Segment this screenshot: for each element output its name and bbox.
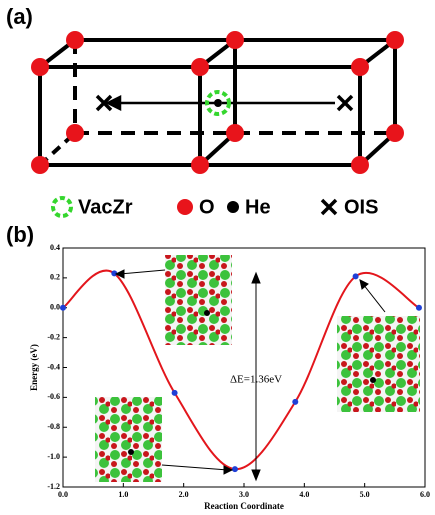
legend: VacZr O He OIS — [53, 196, 378, 218]
y-tick-label: -0.8 — [47, 422, 60, 431]
legend-label: OIS — [344, 196, 378, 218]
energy-point — [172, 390, 178, 396]
x-axis-label: Reaction Coordinate — [204, 501, 284, 511]
y-tick-label: -1.0 — [47, 452, 60, 461]
figure: (a) VacZr O He — [0, 0, 435, 515]
x-tick-label: 4.0 — [299, 490, 309, 499]
energy-point — [60, 305, 66, 311]
y-axis-label: Energy (eV) — [29, 344, 39, 391]
y-tick-label: 0.0 — [50, 303, 60, 312]
structure-insets — [95, 255, 420, 482]
migration-path — [97, 92, 352, 114]
y-tick-label: -0.6 — [47, 392, 60, 401]
energy-point — [232, 466, 238, 472]
panel-label: (b) — [6, 222, 34, 247]
legend-label: VacZr — [78, 196, 133, 218]
x-tick-label: 6.0 — [420, 490, 430, 499]
x-tick-label: 2.0 — [179, 490, 189, 499]
x-tick-label: 5.0 — [360, 490, 370, 499]
x-tick-label: 3.0 — [239, 490, 249, 499]
panel-label: (a) — [6, 4, 33, 29]
energy-point — [292, 399, 298, 405]
legend-label: O — [199, 196, 215, 218]
legend-label: He — [245, 196, 271, 218]
y-tick-label: -0.2 — [47, 332, 60, 341]
y-tick-label: -0.4 — [47, 362, 60, 371]
energy-point — [353, 273, 359, 279]
energy-point — [416, 305, 422, 311]
x-tick-label: 1.0 — [118, 490, 128, 499]
x-tick-label: 0.0 — [58, 490, 68, 499]
y-tick-label: 0.4 — [50, 243, 60, 252]
y-tick-label: 0.2 — [50, 273, 60, 282]
